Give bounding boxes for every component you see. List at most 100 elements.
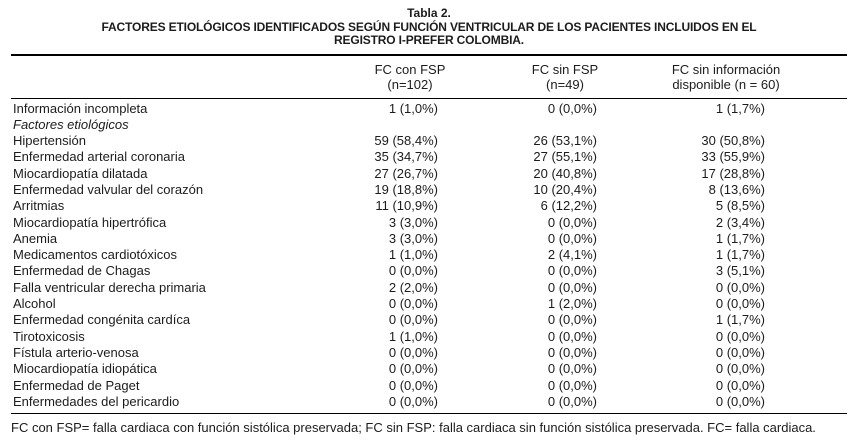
row-spacer (792, 182, 847, 198)
row-value-fc-con-fsp: 1 (1,0%) (388, 328, 438, 344)
row-value-fc-sin-informacion: 30 (50,8%) (701, 133, 765, 149)
table-row: Miocardiopatía dilatada 27 (26,7%) 20 (4… (11, 166, 847, 182)
row-label: Información incompleta (13, 100, 148, 116)
row-value-fc-sin-informacion: 0 (0,0%) (715, 361, 765, 377)
table-row: Falla ventricular derecha primaria 2 (2,… (11, 280, 847, 296)
table-row: Información incompleta 1 (1,0%) 0 (0,0%)… (11, 101, 847, 117)
row-value-fc-sin-informacion: 8 (13,6%) (708, 181, 765, 197)
row-spacer (792, 215, 847, 231)
row-label: Enfermedad valvular del corazón (13, 181, 204, 197)
column-header-line2: (n=49) (546, 76, 584, 92)
row-label: Medicamentos cardiotóxicos (13, 247, 178, 263)
table-row: Enfermedades del pericardio 0 (0,0%) 0 (… (11, 394, 847, 410)
table-caption: Tabla 2. FACTORES ETIOLÓGICOS IDENTIFICA… (0, 0, 858, 48)
row-value-fc-con-fsp: 59 (58,4%) (374, 133, 438, 149)
row-label: Miocardiopatía hipertrófica (13, 214, 167, 230)
row-spacer (792, 166, 847, 182)
row-label: Enfermedad de Chagas (13, 263, 151, 279)
row-label: Enfermedad arterial coronaria (13, 149, 185, 165)
row-spacer (792, 378, 847, 394)
row-value-fc-sin-informacion: 1 (1,7%) (715, 312, 765, 328)
column-header-line2: (n=102) (387, 76, 433, 92)
table-title-line-2: REGISTRO I-PREFER COLOMBIA. (334, 33, 524, 47)
row-value-fc-sin-fsp: 27 (55,1%) (533, 149, 597, 165)
table-row: Enfermedad de Chagas 0 (0,0%) 0 (0,0%) 3… (11, 263, 847, 279)
row-value-fc-sin-fsp: 0 (0,0%) (547, 312, 597, 328)
column-header-fc-sin-informacion: FC sin información disponible (n = 60) (660, 62, 792, 92)
row-value-fc-sin-informacion: 0 (0,0%) (715, 279, 765, 295)
row-label: Enfermedad de Paget (13, 377, 140, 393)
row-value-fc-sin-informacion: 1 (1,7%) (715, 247, 765, 263)
row-value-fc-sin-fsp: 0 (0,0%) (547, 328, 597, 344)
table-header-row: FC con FSP (n=102) FC sin FSP (n=49) FC … (11, 53, 847, 99)
row-value-fc-sin-informacion: 0 (0,0%) (715, 344, 765, 360)
row-spacer (792, 296, 847, 312)
table-row: Enfermedad de Paget 0 (0,0%) 0 (0,0%) 0 … (11, 378, 847, 394)
row-spacer (792, 149, 847, 165)
row-label: Enfermedad congénita cardíca (13, 312, 191, 328)
table-row: Enfermedad arterial coronaria 35 (34,7%)… (11, 149, 847, 165)
row-value-fc-sin-fsp: 0 (0,0%) (547, 344, 597, 360)
row-label: Anemia (13, 230, 58, 246)
row-spacer (792, 198, 847, 214)
row-value-fc-con-fsp (350, 117, 470, 133)
row-value-fc-con-fsp: 0 (0,0%) (388, 377, 438, 393)
row-label: Miocardiopatía idiopática (13, 361, 157, 377)
row-value-fc-con-fsp: 35 (34,7%) (374, 149, 438, 165)
row-spacer (792, 394, 847, 410)
row-value-fc-sin-informacion: 0 (0,0%) (715, 296, 765, 312)
row-spacer (792, 247, 847, 263)
row-spacer (792, 361, 847, 377)
table-row: Enfermedad valvular del corazón 19 (18,8… (11, 182, 847, 198)
header-spacer (11, 62, 350, 92)
row-spacer (792, 280, 847, 296)
row-spacer (792, 345, 847, 361)
column-header-line2: disponible (n = 60) (672, 76, 780, 92)
row-value-fc-con-fsp: 27 (26,7%) (374, 165, 438, 181)
row-spacer (792, 101, 847, 117)
table-row: Arritmias 11 (10,9%) 6 (12,2%) 5 (8,5%) (11, 198, 847, 214)
row-value-fc-sin-informacion: 0 (0,0%) (715, 393, 765, 409)
row-value-fc-con-fsp: 19 (18,8%) (374, 181, 438, 197)
row-value-fc-sin-fsp: 0 (0,0%) (547, 230, 597, 246)
row-value-fc-sin-fsp (470, 117, 660, 133)
row-value-fc-con-fsp: 1 (1,0%) (388, 247, 438, 263)
row-value-fc-sin-fsp: 20 (40,8%) (533, 165, 597, 181)
table-body: Información incompleta 1 (1,0%) 0 (0,0%)… (11, 99, 847, 415)
row-label: Factores etiológicos (13, 116, 129, 132)
row-value-fc-sin-fsp: 0 (0,0%) (547, 100, 597, 116)
table-row: Anemia 3 (3,0%) 0 (0,0%) 1 (1,7%) (11, 231, 847, 247)
row-value-fc-sin-fsp: 6 (12,2%) (540, 198, 597, 214)
row-value-fc-sin-informacion: 3 (5,1%) (715, 263, 765, 279)
row-value-fc-sin-fsp: 0 (0,0%) (547, 279, 597, 295)
column-header-line1: FC sin información (671, 61, 781, 77)
row-value-fc-con-fsp: 2 (2,0%) (388, 279, 438, 295)
row-value-fc-sin-informacion: 17 (28,8%) (701, 165, 765, 181)
table-row: Tirotoxicosis 1 (1,0%) 0 (0,0%) 0 (0,0%) (11, 329, 847, 345)
row-value-fc-sin-fsp: 1 (2,0%) (547, 296, 597, 312)
table-row: Hipertensión 59 (58,4%) 26 (53,1%) 30 (5… (11, 133, 847, 149)
row-label: Tirotoxicosis (13, 328, 85, 344)
row-spacer (792, 312, 847, 328)
row-value-fc-con-fsp: 0 (0,0%) (388, 296, 438, 312)
row-value-fc-sin-fsp: 0 (0,0%) (547, 393, 597, 409)
row-value-fc-con-fsp: 1 (1,0%) (388, 100, 438, 116)
header-spacer-right (792, 62, 847, 92)
table-footnote: FC con FSP= falla cardiaca con función s… (11, 420, 816, 436)
row-value-fc-sin-informacion (660, 117, 792, 133)
row-label: Alcohol (13, 296, 56, 312)
row-spacer (792, 133, 847, 149)
table-row: Medicamentos cardiotóxicos 1 (1,0%) 2 (4… (11, 247, 847, 263)
table-number-label: Tabla 2. (407, 6, 451, 20)
row-value-fc-sin-fsp: 0 (0,0%) (547, 377, 597, 393)
table-row: Miocardiopatía hipertrófica 3 (3,0%) 0 (… (11, 215, 847, 231)
row-spacer (792, 231, 847, 247)
row-value-fc-sin-informacion: 1 (1,7%) (715, 230, 765, 246)
row-value-fc-sin-fsp: 0 (0,0%) (547, 263, 597, 279)
row-label: Fístula arterio-venosa (13, 344, 139, 360)
row-value-fc-sin-informacion: 0 (0,0%) (715, 377, 765, 393)
row-value-fc-con-fsp: 3 (3,0%) (388, 230, 438, 246)
row-value-fc-con-fsp: 0 (0,0%) (388, 361, 438, 377)
table-row: Factores etiológicos (11, 117, 847, 133)
